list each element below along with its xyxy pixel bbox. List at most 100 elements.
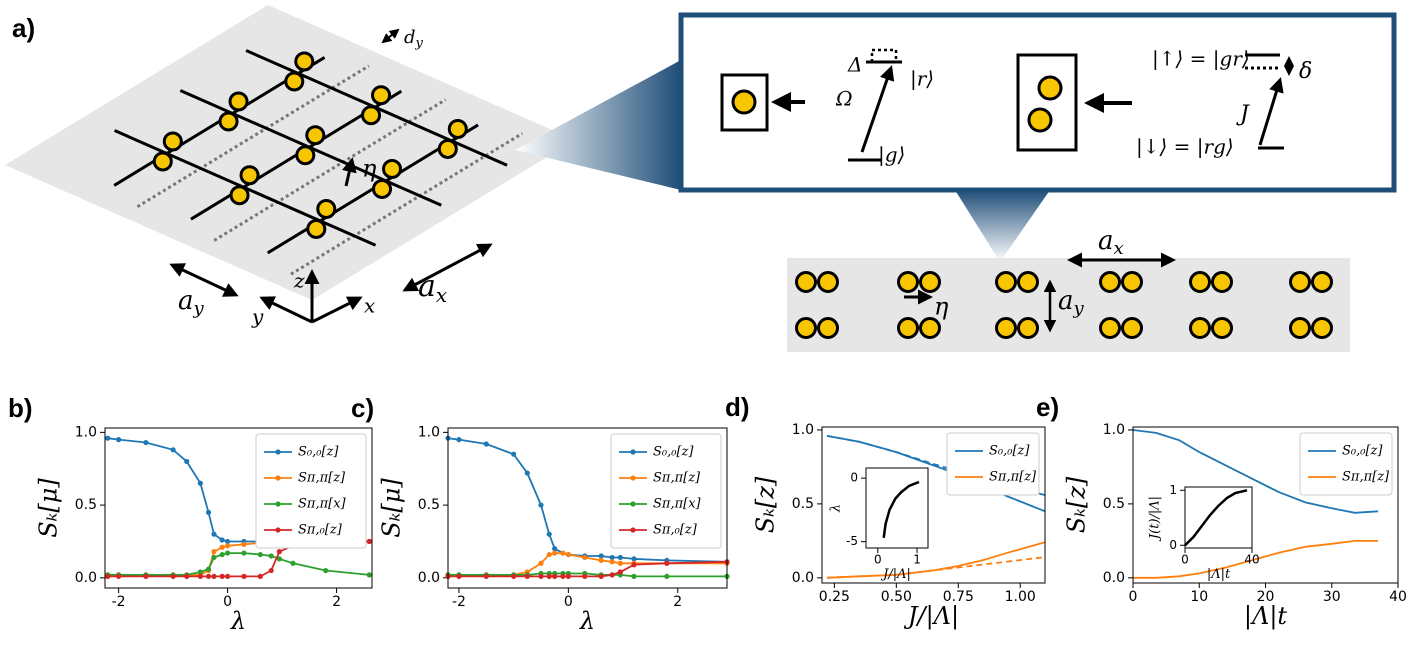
axes-frame [1132, 426, 1399, 584]
zoom-beam [955, 190, 1050, 262]
marker [257, 573, 263, 579]
marker [546, 551, 552, 558]
x-tick-label: 2 [673, 594, 682, 610]
marker [483, 573, 489, 579]
label: |↑⟩ = |gr⟩ [1152, 47, 1250, 72]
marker [241, 541, 247, 547]
label: dy [404, 27, 424, 51]
label: a [1058, 286, 1074, 316]
atom [1099, 317, 1121, 339]
x-tick-label: 1 [913, 553, 921, 567]
marker [538, 560, 544, 566]
x-tick-label: 10 [1190, 589, 1208, 605]
series-line [1132, 429, 1379, 514]
legend-box [1299, 432, 1393, 496]
legend-label: S₀,₀[z] [989, 444, 1030, 459]
legend-marker [275, 475, 281, 481]
axes-frame [1184, 486, 1253, 549]
marker [205, 573, 212, 579]
label: x [436, 283, 447, 307]
axis-arrow [311, 296, 363, 324]
marker [631, 556, 637, 562]
arrow [860, 65, 895, 153]
panel-label: b) [8, 393, 33, 423]
axes-frame [447, 427, 728, 589]
label: a [418, 269, 436, 304]
panel-a: a) dy η ay ax z y x Δ |r⟩ Ω |g⟩ |↑⟩ = |g… [5, 5, 1397, 352]
atom [1017, 317, 1039, 339]
marker [268, 567, 274, 574]
axes-frame [865, 467, 929, 549]
legend-marker [275, 449, 281, 455]
x-tick-label: -2 [452, 594, 466, 610]
x-axis-label: J/|Λ| [880, 567, 911, 582]
x-tick-label: 20 [1257, 589, 1275, 605]
atom [294, 51, 315, 72]
axis-arrow [259, 296, 313, 324]
marker [105, 573, 111, 579]
label: y [415, 36, 424, 51]
inset-background [866, 468, 928, 548]
marker [552, 573, 558, 579]
marker [225, 573, 231, 579]
atom [305, 125, 326, 146]
label: a [1098, 226, 1114, 256]
x-tick-label: 30 [1323, 589, 1341, 605]
atom [316, 198, 337, 219]
legend-label: Sπ,₀[z] [653, 523, 698, 538]
x-tick-label: 0 [1181, 553, 1189, 567]
marker [631, 573, 637, 579]
label: y [193, 298, 205, 319]
label: |r⟩ [910, 67, 934, 92]
label: |↓⟩ = |rg⟩ [1136, 135, 1234, 160]
legend-marker [630, 449, 636, 455]
y-tick-label: 0.5 [418, 497, 440, 513]
arrow [341, 157, 357, 187]
label: ax [1098, 226, 1124, 259]
label: z [293, 269, 305, 293]
legend-marker [275, 527, 281, 533]
marker [205, 509, 212, 515]
legend-label: Sπ,₀[z] [298, 523, 343, 538]
series-line [107, 552, 370, 576]
atom [1211, 271, 1233, 293]
marker [538, 502, 544, 508]
y-axis-label: J(t)/|Λ| [1148, 496, 1163, 542]
marker [546, 531, 552, 537]
x-tick-label: 0 [1129, 589, 1138, 605]
marker [276, 556, 282, 562]
y-axis-label: Sₖ[z] [752, 476, 780, 533]
y-tick-label: 0.0 [418, 570, 440, 586]
marker [366, 538, 372, 545]
atom [995, 271, 1017, 293]
atom [1311, 317, 1333, 339]
marker [456, 437, 462, 443]
marker [546, 573, 552, 579]
marker [184, 573, 190, 579]
marker [617, 560, 623, 566]
marker [197, 480, 203, 486]
atom [228, 91, 249, 112]
atom [731, 89, 757, 115]
sheet [5, 5, 575, 300]
atom [361, 105, 382, 126]
marker [366, 572, 372, 578]
panel-label: a) [12, 13, 35, 43]
y-axis-label: λ [829, 504, 844, 513]
label: δ [1299, 59, 1312, 84]
x-axis-label: λ [579, 607, 595, 635]
series-line [826, 556, 1046, 579]
arrow [1258, 77, 1284, 146]
series-line [1133, 540, 1379, 579]
marker [617, 569, 623, 575]
marker [225, 538, 231, 545]
legend-label: Sπ,π[x] [298, 497, 347, 512]
marker [598, 557, 604, 563]
x-axis-label: |Λ|t [1244, 602, 1288, 631]
legend-label: Sπ,π[z] [989, 470, 1037, 485]
atom [1099, 271, 1121, 293]
marker [456, 573, 462, 579]
x-tick-label: 0.75 [943, 589, 974, 605]
series-line [826, 541, 1046, 579]
marker [511, 451, 517, 457]
